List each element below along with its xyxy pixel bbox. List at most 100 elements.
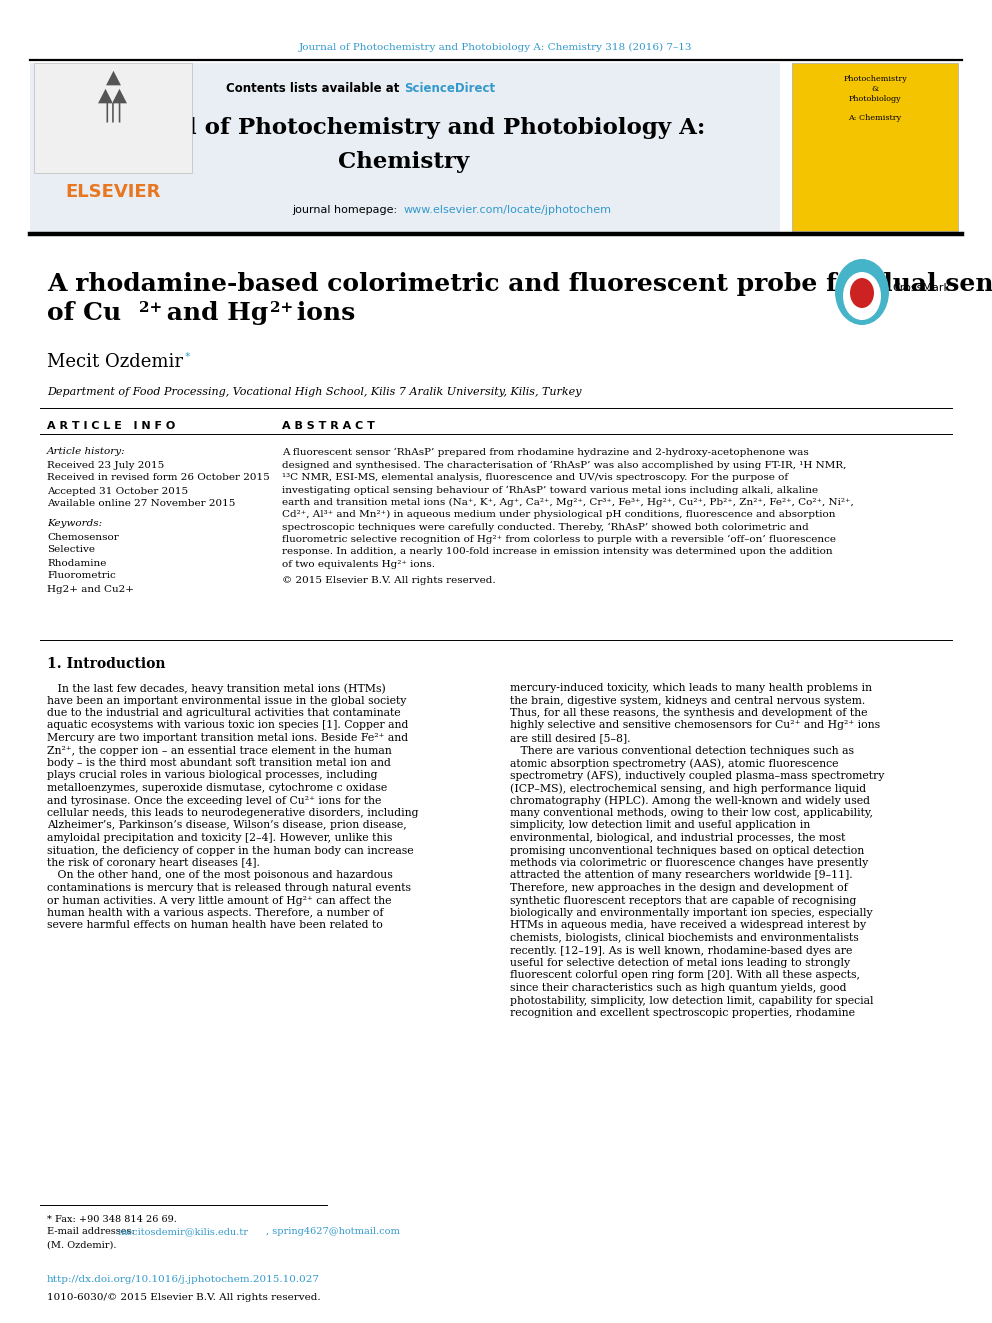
Text: simplicity, low detection limit and useful application in: simplicity, low detection limit and usef… [510, 820, 810, 831]
Text: investigating optical sensing behaviour of ‘RhAsP’ toward various metal ions inc: investigating optical sensing behaviour … [282, 486, 818, 495]
Text: On the other hand, one of the most poisonous and hazardous: On the other hand, one of the most poiso… [47, 871, 393, 881]
Text: environmental, biological, and industrial processes, the most: environmental, biological, and industria… [510, 833, 845, 843]
Text: highly selective and sensitive chemosensors for Cu²⁺ and Hg²⁺ ions: highly selective and sensitive chemosens… [510, 721, 880, 730]
Text: recognition and excellent spectroscopic properties, rhodamine: recognition and excellent spectroscopic … [510, 1008, 855, 1017]
Text: http://dx.doi.org/10.1016/j.jphotochem.2015.10.027: http://dx.doi.org/10.1016/j.jphotochem.2… [47, 1275, 320, 1285]
Text: Available online 27 November 2015: Available online 27 November 2015 [47, 500, 235, 508]
Text: A R T I C L E   I N F O: A R T I C L E I N F O [47, 421, 176, 431]
Text: spectrometry (AFS), inductively coupled plasma–mass spectrometry: spectrometry (AFS), inductively coupled … [510, 770, 885, 781]
Text: of two equivalents Hg²⁺ ions.: of two equivalents Hg²⁺ ions. [282, 560, 435, 569]
Text: designed and synthesised. The characterisation of ‘RhAsP’ was also accomplished : designed and synthesised. The characteri… [282, 460, 846, 470]
Text: chromatography (HPLC). Among the well-known and widely used: chromatography (HPLC). Among the well-kn… [510, 795, 870, 806]
Text: www.elsevier.com/locate/jphotochem: www.elsevier.com/locate/jphotochem [404, 205, 612, 216]
Ellipse shape [835, 259, 889, 325]
Text: Received 23 July 2015: Received 23 July 2015 [47, 460, 165, 470]
Text: cellular needs, this leads to neurodegenerative disorders, including: cellular needs, this leads to neurodegen… [47, 808, 419, 818]
Text: Keywords:: Keywords: [47, 520, 102, 528]
Text: * Fax: +90 348 814 26 69.: * Fax: +90 348 814 26 69. [47, 1215, 177, 1224]
Text: response. In addition, a nearly 100-fold increase in emission intensity was dete: response. In addition, a nearly 100-fold… [282, 548, 832, 556]
Text: useful for selective detection of metal ions leading to strongly: useful for selective detection of metal … [510, 958, 850, 968]
Text: and Hg: and Hg [158, 302, 268, 325]
Text: (M. Ozdemir).: (M. Ozdemir). [47, 1241, 116, 1249]
Text: Rhodamine: Rhodamine [47, 558, 106, 568]
Text: 1010-6030/© 2015 Elsevier B.V. All rights reserved.: 1010-6030/© 2015 Elsevier B.V. All right… [47, 1293, 320, 1302]
Text: Chemosensor: Chemosensor [47, 532, 119, 541]
Text: (ICP–MS), electrochemical sensing, and high performance liquid: (ICP–MS), electrochemical sensing, and h… [510, 783, 866, 794]
Text: metalloenzymes, superoxide dismutase, cytochrome c oxidase: metalloenzymes, superoxide dismutase, cy… [47, 783, 387, 792]
Text: Selective: Selective [47, 545, 95, 554]
Ellipse shape [850, 278, 874, 308]
Text: many conventional methods, owing to their low cost, applicability,: many conventional methods, owing to thei… [510, 808, 873, 818]
Text: due to the industrial and agricultural activities that contaminate: due to the industrial and agricultural a… [47, 708, 401, 718]
Text: Journal of Photochemistry and Photobiology A: Chemistry 318 (2016) 7–13: Journal of Photochemistry and Photobiolo… [300, 42, 692, 52]
Text: HTMs in aqueous media, have received a widespread interest by: HTMs in aqueous media, have received a w… [510, 921, 866, 930]
Text: spectroscopic techniques were carefully conducted. Thereby, ‘RhAsP’ showed both : spectroscopic techniques were carefully … [282, 523, 808, 532]
Text: Mercury are two important transition metal ions. Beside Fe²⁺ and: Mercury are two important transition met… [47, 733, 408, 744]
Text: ScienceDirect: ScienceDirect [404, 82, 495, 94]
Text: recently. [12–19]. As is well known, rhodamine-based dyes are: recently. [12–19]. As is well known, rho… [510, 946, 852, 955]
Text: ▲
▲▲
|||: ▲ ▲▲ ||| [98, 67, 128, 122]
Text: 2+: 2+ [270, 302, 294, 315]
Text: biologically and environmentally important ion species, especially: biologically and environmentally importa… [510, 908, 873, 918]
Text: Department of Food Processing, Vocational High School, Kilis 7 Aralik University: Department of Food Processing, Vocationa… [47, 388, 581, 397]
Text: A fluorescent sensor ‘RhAsP’ prepared from rhodamine hydrazine and 2-hydroxy-ace: A fluorescent sensor ‘RhAsP’ prepared fr… [282, 448, 808, 458]
Text: methods via colorimetric or fluorescence changes have presently: methods via colorimetric or fluorescence… [510, 859, 868, 868]
Text: attracted the attention of many researchers worldwide [9–11].: attracted the attention of many research… [510, 871, 853, 881]
Text: are still desired [5–8].: are still desired [5–8]. [510, 733, 631, 744]
Text: CrossMark: CrossMark [892, 283, 950, 292]
Text: since their characteristics such as high quantum yields, good: since their characteristics such as high… [510, 983, 846, 994]
Text: have been an important environmental issue in the global society: have been an important environmental iss… [47, 696, 407, 705]
Text: fluorescent colorful open ring form [20]. With all these aspects,: fluorescent colorful open ring form [20]… [510, 971, 860, 980]
Text: promising unconventional techniques based on optical detection: promising unconventional techniques base… [510, 845, 864, 856]
Text: synthetic fluorescent receptors that are capable of recognising: synthetic fluorescent receptors that are… [510, 896, 856, 905]
Text: the brain, digestive system, kidneys and central nervous system.: the brain, digestive system, kidneys and… [510, 696, 865, 705]
Text: plays crucial roles in various biological processes, including: plays crucial roles in various biologica… [47, 770, 378, 781]
Text: Alzheimer’s, Parkinson’s disease, Wilson’s disease, prion disease,: Alzheimer’s, Parkinson’s disease, Wilson… [47, 820, 407, 831]
Text: In the last few decades, heavy transition metal ions (HTMs): In the last few decades, heavy transitio… [47, 683, 386, 693]
Text: journal homepage:: journal homepage: [292, 205, 404, 216]
Text: contaminations is mercury that is released through natural events: contaminations is mercury that is releas… [47, 882, 411, 893]
Text: or human activities. A very little amount of Hg²⁺ can affect the: or human activities. A very little amoun… [47, 896, 392, 905]
Text: 2+: 2+ [139, 302, 163, 315]
Text: of Cu: of Cu [47, 302, 121, 325]
Text: Therefore, new approaches in the design and development of: Therefore, new approaches in the design … [510, 882, 848, 893]
Text: fluorometric selective recognition of Hg²⁺ from colorless to purple with a rever: fluorometric selective recognition of Hg… [282, 534, 836, 544]
Text: ¹³C NMR, ESI-MS, elemental analysis, fluorescence and UV/vis spectroscopy. For t: ¹³C NMR, ESI-MS, elemental analysis, flu… [282, 472, 788, 482]
Text: mercury-induced toxicity, which leads to many health problems in: mercury-induced toxicity, which leads to… [510, 683, 872, 693]
Text: human health with a various aspects. Therefore, a number of: human health with a various aspects. The… [47, 908, 384, 918]
Text: A rhodamine-based colorimetric and fluorescent probe for dual sensing: A rhodamine-based colorimetric and fluor… [47, 273, 992, 296]
Text: body – is the third most abundant soft transition metal ion and: body – is the third most abundant soft t… [47, 758, 391, 767]
Text: Article history:: Article history: [47, 447, 126, 456]
Text: aquatic ecosystems with various toxic ion species [1]. Copper and: aquatic ecosystems with various toxic io… [47, 721, 409, 730]
Text: , spring4627@hotmail.com: , spring4627@hotmail.com [266, 1228, 400, 1237]
Text: 1. Introduction: 1. Introduction [47, 658, 166, 671]
Text: Zn²⁺, the copper ion – an essential trace element in the human: Zn²⁺, the copper ion – an essential trac… [47, 745, 392, 755]
Text: chemists, biologists, clinical biochemists and environmentalists: chemists, biologists, clinical biochemis… [510, 933, 859, 943]
Text: Received in revised form 26 October 2015: Received in revised form 26 October 2015 [47, 474, 270, 483]
Text: earth and transition metal ions (Na⁺, K⁺, Ag⁺, Ca²⁺, Mg²⁺, Cr³⁺, Fe³⁺, Hg²⁺, Cu²: earth and transition metal ions (Na⁺, K⁺… [282, 497, 854, 507]
Text: A B S T R A C T: A B S T R A C T [282, 421, 375, 431]
Text: atomic absorption spectrometry (AAS), atomic fluorescence: atomic absorption spectrometry (AAS), at… [510, 758, 838, 769]
Text: Photochemistry
&
Photobiology

A: Chemistry: Photochemistry & Photobiology A: Chemist… [843, 75, 907, 122]
Bar [792, 64, 958, 232]
Text: Fluorometric: Fluorometric [47, 572, 116, 581]
Text: amyloidal precipitation and toxicity [2–4]. However, unlike this: amyloidal precipitation and toxicity [2–… [47, 833, 393, 843]
Text: the risk of coronary heart diseases [4].: the risk of coronary heart diseases [4]. [47, 859, 260, 868]
Text: and tyrosinase. Once the exceeding level of Cu²⁺ ions for the: and tyrosinase. Once the exceeding level… [47, 795, 381, 806]
Text: *: * [185, 352, 190, 363]
Text: severe harmful effects on human health have been related to: severe harmful effects on human health h… [47, 921, 383, 930]
Text: E-mail addresses:: E-mail addresses: [47, 1228, 138, 1237]
Text: There are various conventional detection techniques such as: There are various conventional detection… [510, 745, 854, 755]
Text: Thus, for all these reasons, the synthesis and development of the: Thus, for all these reasons, the synthes… [510, 708, 867, 718]
Text: mecitosdemir@kilis.edu.tr: mecitosdemir@kilis.edu.tr [118, 1228, 249, 1237]
Text: photostability, simplicity, low detection limit, capability for special: photostability, simplicity, low detectio… [510, 995, 874, 1005]
Ellipse shape [843, 273, 881, 320]
Text: Cd²⁺, Al³⁺ and Mn²⁺) in aqueous medium under physiological pH conditions, fluore: Cd²⁺, Al³⁺ and Mn²⁺) in aqueous medium u… [282, 509, 835, 519]
Text: Mecit Ozdemir: Mecit Ozdemir [47, 353, 183, 370]
Text: ELSEVIER: ELSEVIER [65, 183, 161, 201]
Text: Contents lists available at: Contents lists available at [226, 82, 404, 94]
Text: Accepted 31 October 2015: Accepted 31 October 2015 [47, 487, 188, 496]
Text: Journal of Photochemistry and Photobiology A:: Journal of Photochemistry and Photobiolo… [102, 116, 705, 139]
Text: © 2015 Elsevier B.V. All rights reserved.: © 2015 Elsevier B.V. All rights reserved… [282, 576, 496, 585]
Text: situation, the deficiency of copper in the human body can increase: situation, the deficiency of copper in t… [47, 845, 414, 856]
